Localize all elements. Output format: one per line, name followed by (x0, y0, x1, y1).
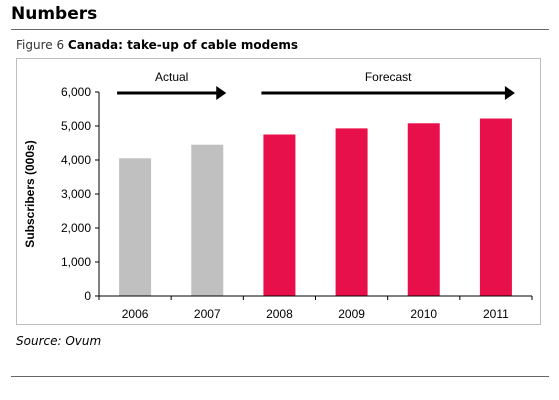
y-tick-label: 5,000 (61, 119, 91, 133)
section-title: Numbers (11, 4, 98, 24)
bar-2011 (479, 118, 512, 296)
bar-2006 (119, 158, 152, 296)
y-tick-label: 0 (84, 289, 91, 303)
bar-2007 (191, 144, 224, 296)
x-tick-label: 2007 (194, 307, 221, 321)
figure-caption: Figure 6 Canada: take-up of cable modems (16, 38, 298, 52)
x-tick-label: 2006 (122, 307, 149, 321)
bar-chart: 0 1,000 2,000 3,000 4,000 5,000 6,000 Subscribe… (23, 70, 533, 321)
x-tick-label: 2010 (410, 307, 437, 321)
bar-2008 (263, 134, 296, 296)
footer-rule (11, 376, 549, 377)
chart-frame: 0 1,000 2,000 3,000 4,000 5,000 6,000 Subscribe… (16, 58, 541, 325)
actual-annotation-label: Actual (155, 70, 188, 84)
bar-2009 (335, 128, 368, 296)
header-rule (11, 29, 549, 30)
x-tick-label: 2011 (483, 307, 509, 321)
figure-title: Canada: take-up of cable modems (67, 38, 299, 52)
figure-number: Figure 6 (16, 38, 65, 52)
forecast-arrow-head (504, 86, 515, 100)
x-tick-label: 2008 (266, 307, 293, 321)
y-axis-title: Subscribers (000s) (23, 140, 37, 247)
x-tick-label: 2009 (338, 307, 365, 321)
y-tick-label: 4,000 (61, 153, 91, 167)
y-tick-label: 3,000 (61, 187, 91, 201)
y-tick-label: 1,000 (61, 255, 91, 269)
actual-arrow-head (216, 86, 227, 100)
y-tick-label: 6,000 (61, 85, 91, 99)
source-note: Source: Ovum (16, 334, 102, 348)
y-tick-label: 2,000 (61, 221, 91, 235)
forecast-annotation-label: Forecast (365, 70, 412, 84)
bar-2010 (407, 123, 440, 296)
